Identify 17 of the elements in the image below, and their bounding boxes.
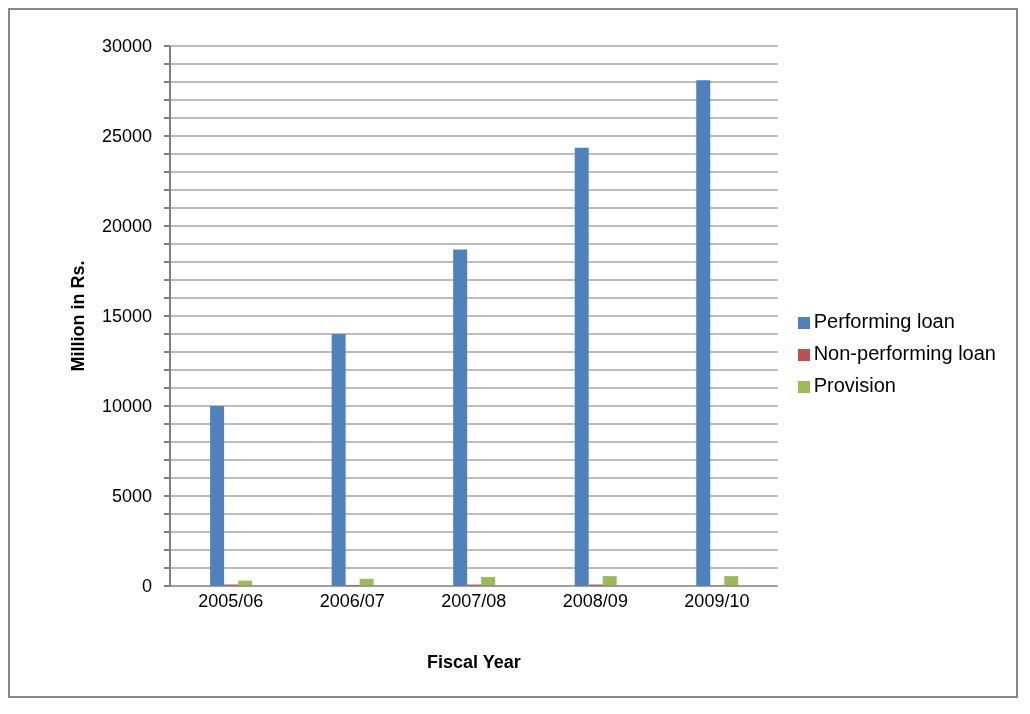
y-tick-label: 5000 — [111, 486, 152, 507]
y-tick-label: 25000 — [101, 126, 152, 147]
x-tick-label: 2006/07 — [319, 590, 385, 611]
x-tick-label: 2009/10 — [684, 590, 750, 611]
y-tick-label: 0 — [141, 576, 152, 597]
y-tick-label: 20000 — [101, 216, 152, 237]
y-tick-label: 15000 — [101, 306, 152, 327]
y-tick-label: 10000 — [101, 396, 152, 417]
y-axis-title: Million in Rs. — [68, 260, 89, 372]
y-tick-label: 30000 — [101, 36, 152, 57]
x-tick-label: 2007/08 — [441, 590, 507, 611]
legend-label: Provision — [813, 374, 896, 396]
legend-label: Non-performing loan — [813, 342, 996, 364]
x-axis-title: Fiscal Year — [426, 652, 521, 672]
x-tick-label: 2005/06 — [198, 590, 264, 611]
x-tick-label: 2008/09 — [562, 590, 628, 611]
legend-label: Performing loan — [813, 310, 955, 332]
